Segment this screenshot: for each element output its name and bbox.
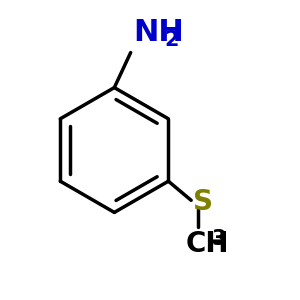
Text: NH: NH: [134, 18, 184, 46]
Text: 2: 2: [165, 30, 179, 50]
Text: 3: 3: [211, 229, 226, 248]
Text: CH: CH: [186, 230, 229, 258]
Text: S: S: [193, 188, 213, 216]
